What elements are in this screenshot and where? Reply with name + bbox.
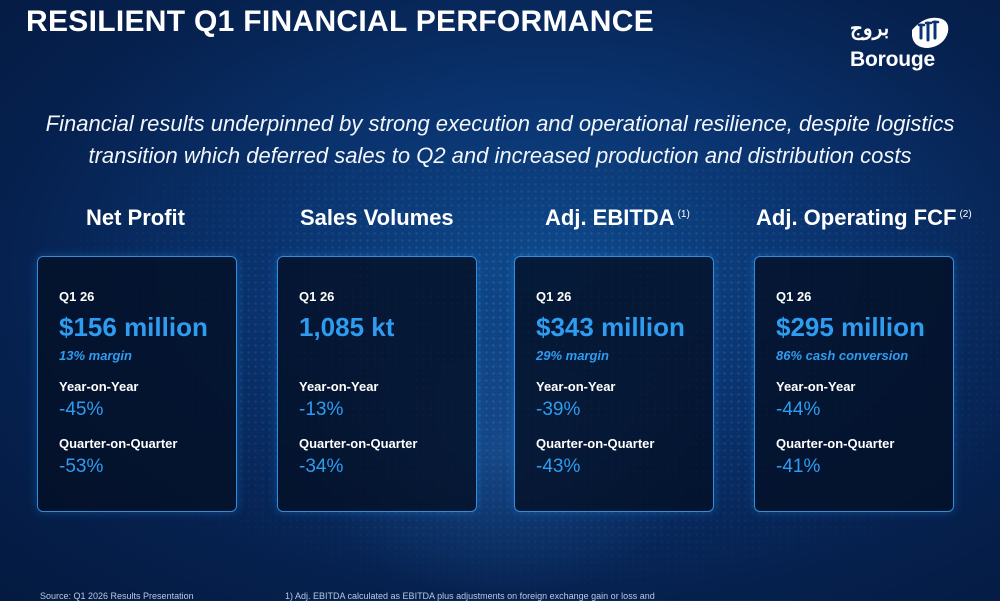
kpi-card-adj-ebitda: Q1 26 $343 million 29% margin Year-on-Ye… xyxy=(514,256,714,512)
kpi-card-sales-volumes: Q1 26 1,085 kt Year-on-Year -13% Quarter… xyxy=(277,256,477,512)
qoq-value: -43% xyxy=(536,456,581,477)
period-label: Q1 26 xyxy=(776,289,812,304)
heading-adj-operating-fcf: Adj. Operating FCF (2) xyxy=(756,205,972,231)
yoy-label: Year-on-Year xyxy=(59,379,139,394)
qoq-label: Quarter-on-Quarter xyxy=(299,436,418,451)
subtitle: Financial results underpinned by strong … xyxy=(40,108,960,172)
kpi-value: 1,085 kt xyxy=(299,312,395,342)
borouge-mark-icon xyxy=(912,17,949,48)
period-label: Q1 26 xyxy=(536,289,572,304)
yoy-value: -44% xyxy=(776,399,821,420)
logo-wordmark: Borouge xyxy=(850,48,935,71)
logo-arabic-text: بروج xyxy=(850,18,890,40)
footnote-marker: (2) xyxy=(959,209,972,220)
period-label: Q1 26 xyxy=(299,289,335,304)
qoq-value: -53% xyxy=(59,456,104,477)
kpi-value: $343 million xyxy=(536,312,685,342)
heading-label: Net Profit xyxy=(86,205,185,230)
kpi-subtext: 29% margin xyxy=(536,348,609,363)
qoq-label: Quarter-on-Quarter xyxy=(59,436,178,451)
yoy-value: -45% xyxy=(59,399,104,420)
qoq-value: -34% xyxy=(299,456,344,477)
qoq-label: Quarter-on-Quarter xyxy=(536,436,655,451)
heading-label: Adj. EBITDA xyxy=(545,205,675,230)
yoy-label: Year-on-Year xyxy=(536,379,616,394)
kpi-value: $156 million xyxy=(59,312,208,342)
page-title: RESILIENT Q1 FINANCIAL PERFORMANCE xyxy=(26,5,655,38)
borouge-logo: بروج Borouge xyxy=(848,12,958,76)
kpi-subtext: 13% margin xyxy=(59,348,132,363)
subtitle-line-1: Financial results underpinned by strong … xyxy=(45,111,955,136)
yoy-label: Year-on-Year xyxy=(299,379,379,394)
heading-sales-volumes: Sales Volumes xyxy=(300,205,454,231)
footer-source: Source: Q1 2026 Results Presentation xyxy=(40,591,194,601)
qoq-value: -41% xyxy=(776,456,821,477)
kpi-card-net-profit: Q1 26 $156 million 13% margin Year-on-Ye… xyxy=(37,256,237,512)
period-label: Q1 26 xyxy=(59,289,95,304)
kpi-value: $295 million xyxy=(776,312,925,342)
kpi-card-adj-operating-fcf: Q1 26 $295 million 86% cash conversion Y… xyxy=(754,256,954,512)
heading-label: Adj. Operating FCF xyxy=(756,205,957,230)
subtitle-line-2: transition which deferred sales to Q2 an… xyxy=(88,143,912,168)
footer-footnote: 1) Adj. EBITDA calculated as EBITDA plus… xyxy=(285,591,655,601)
kpi-subtext: 86% cash conversion xyxy=(776,348,909,363)
heading-adj-ebitda: Adj. EBITDA (1) xyxy=(545,205,690,231)
yoy-value: -39% xyxy=(536,399,581,420)
heading-label: Sales Volumes xyxy=(300,205,454,230)
yoy-value: -13% xyxy=(299,399,344,420)
footnote-marker: (1) xyxy=(677,209,690,220)
yoy-label: Year-on-Year xyxy=(776,379,856,394)
qoq-label: Quarter-on-Quarter xyxy=(776,436,895,451)
heading-net-profit: Net Profit xyxy=(86,205,185,231)
